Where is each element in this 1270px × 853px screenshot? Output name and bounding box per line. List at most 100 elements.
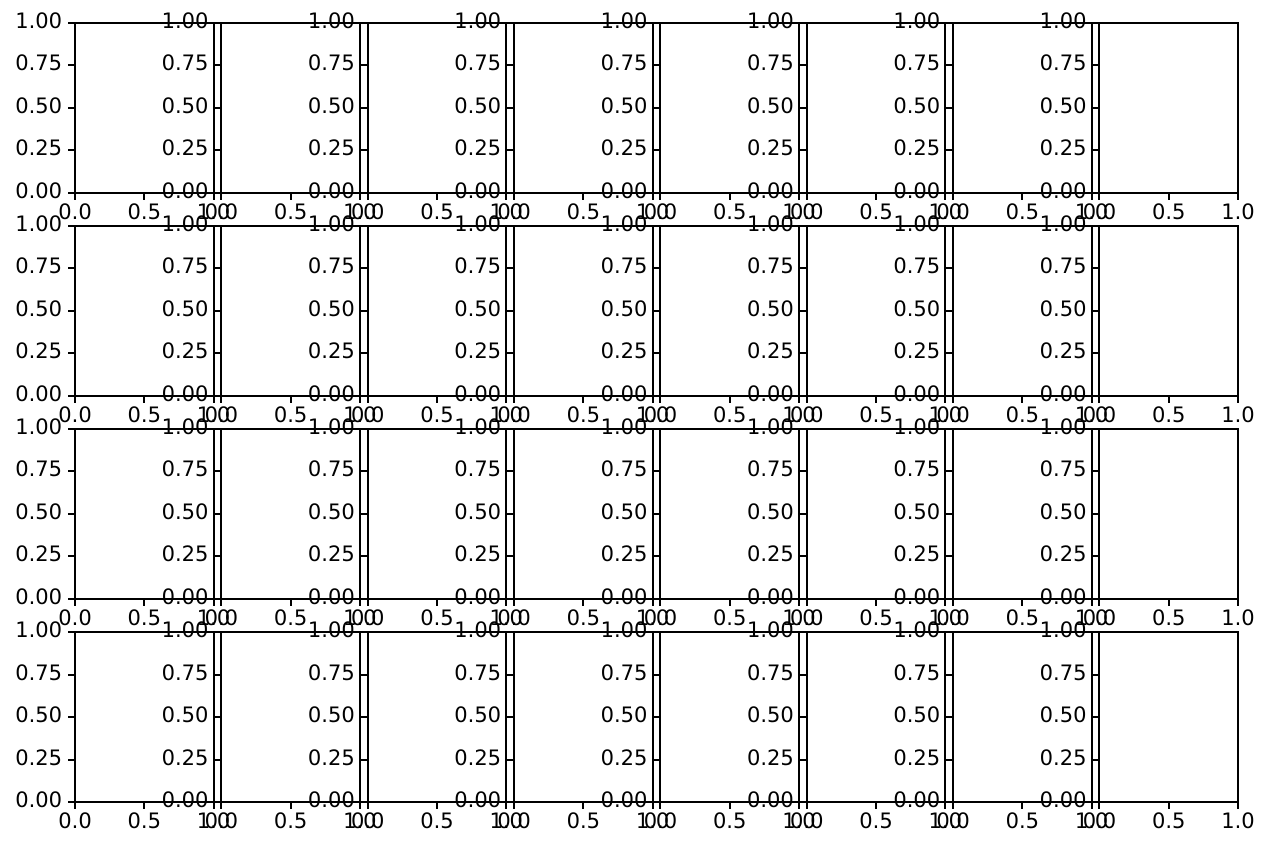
- y-tick-mark: [1092, 149, 1099, 151]
- y-tick-mark: [507, 673, 514, 676]
- y-tick-mark: [799, 64, 806, 66]
- x-tick-label: 1.0: [489, 199, 523, 224]
- y-tick-label: 0.50: [15, 296, 62, 321]
- y-tick-label: 0.75: [746, 254, 794, 279]
- y-tick-mark: [68, 427, 74, 430]
- x-tick-mark: [1236, 599, 1239, 606]
- axes-frame: [1098, 21, 1239, 194]
- axes-frame: [513, 224, 654, 397]
- x-tick-mark: [220, 396, 223, 403]
- x-tick-mark: [659, 803, 662, 810]
- y-tick-label: 1.00: [893, 8, 941, 33]
- y-tick-label: 0.75: [746, 457, 794, 482]
- y-tick-label: 0.75: [746, 51, 794, 75]
- x-tick-mark: [944, 803, 947, 810]
- x-tick-mark: [289, 396, 292, 403]
- y-tick-label: 0.25: [893, 745, 941, 770]
- x-tick-mark: [952, 803, 955, 810]
- x-tick-mark: [212, 803, 215, 810]
- y-tick-label: 0.00: [600, 584, 648, 609]
- x-tick-mark: [1236, 803, 1239, 810]
- y-tick-label: 0.25: [746, 745, 794, 770]
- x-tick-mark: [805, 803, 808, 810]
- y-tick-label: 0.00: [161, 584, 209, 609]
- subplot-r0c0: 0.00 0.25 0.50 0.75 1.00 0.0 0.5 1.0: [15, 9, 230, 224]
- y-tick-mark: [68, 224, 74, 227]
- y-tick-mark: [68, 512, 74, 515]
- y-tick-label: 0.00: [1039, 178, 1087, 203]
- y-tick-mark: [946, 394, 953, 397]
- y-tick-mark: [507, 352, 514, 355]
- y-tick-label: 1.00: [161, 414, 209, 439]
- y-tick-mark: [799, 224, 806, 227]
- axes-frame: [952, 631, 1093, 804]
- x-tick-label: 0.0: [643, 199, 678, 224]
- x-tick-mark: [220, 803, 223, 810]
- x-tick-mark: [651, 193, 654, 200]
- y-tick-mark: [507, 597, 514, 600]
- subplot-r2c1: 0.00 0.25 0.50 0.75 1.00 0.0 0.5 1.0: [162, 415, 377, 630]
- y-tick-mark: [799, 352, 806, 355]
- subplot-r1c5: 0.00 0.25 0.50 0.75 1.00 0.0 0.5 1.0: [747, 212, 962, 427]
- x-tick-mark: [366, 803, 369, 810]
- y-tick-label: 0.25: [1039, 542, 1087, 567]
- y-tick-mark: [799, 512, 806, 515]
- y-tick-mark: [214, 716, 221, 719]
- y-tick-label: 1.00: [600, 211, 648, 236]
- x-tick-label: 1.0: [1221, 402, 1255, 427]
- y-tick-mark: [653, 224, 660, 227]
- y-tick-mark: [1092, 352, 1099, 355]
- x-tick-mark: [505, 599, 508, 606]
- y-tick-label: 1.00: [1039, 8, 1087, 33]
- y-tick-label: 0.25: [893, 542, 941, 567]
- y-tick-label: 0.75: [307, 660, 355, 685]
- y-tick-mark: [214, 427, 221, 430]
- y-tick-mark: [360, 716, 367, 719]
- x-tick-label: 0.5: [420, 402, 454, 427]
- x-tick-label: 0.5: [420, 809, 454, 834]
- y-tick-label: 0.75: [15, 254, 62, 279]
- x-tick-mark: [513, 396, 516, 403]
- x-tick-label: 0.0: [1082, 402, 1117, 427]
- y-tick-label: 0.50: [15, 93, 62, 118]
- subplot-r3c6: 0.00 0.25 0.50 0.75 1.00 0.0 0.5 1.0: [893, 618, 1108, 833]
- y-tick-label: 1.00: [893, 211, 941, 236]
- subplot-r3c3: 0.00 0.25 0.50 0.75 1.00 0.0 0.5 1.0: [454, 618, 669, 833]
- y-tick-mark: [653, 352, 660, 355]
- y-tick-mark: [68, 352, 74, 355]
- y-tick-mark: [360, 21, 367, 24]
- x-tick-label: 0.0: [204, 809, 239, 834]
- y-tick-label: 1.00: [600, 414, 648, 439]
- y-tick-label: 0.00: [600, 178, 648, 203]
- axes-frame: [513, 631, 654, 804]
- y-tick-mark: [1092, 716, 1099, 719]
- x-tick-label: 0.0: [497, 199, 531, 224]
- y-tick-label: 0.75: [600, 660, 648, 685]
- x-tick-label: 0.0: [58, 199, 92, 224]
- x-tick-label: 0.0: [936, 605, 970, 630]
- y-tick-label: 0.00: [15, 788, 62, 813]
- x-tick-mark: [582, 803, 585, 810]
- x-tick-mark: [582, 599, 585, 606]
- x-tick-label: 0.0: [936, 199, 970, 224]
- y-tick-label: 0.75: [454, 51, 502, 75]
- y-tick-label: 0.75: [600, 51, 648, 75]
- y-tick-label: 0.75: [893, 457, 941, 482]
- y-tick-label: 1.00: [15, 8, 62, 33]
- y-tick-label: 0.25: [893, 339, 941, 364]
- x-tick-label: 1.0: [343, 402, 377, 427]
- x-tick-label: 1.0: [1074, 809, 1109, 834]
- y-tick-mark: [214, 597, 221, 600]
- y-tick-mark: [1092, 309, 1099, 312]
- y-tick-mark: [653, 106, 660, 109]
- x-tick-label: 0.0: [58, 402, 92, 427]
- x-tick-mark: [513, 193, 516, 200]
- y-tick-mark: [214, 512, 221, 515]
- y-tick-label: 0.50: [454, 93, 502, 118]
- y-tick-mark: [68, 21, 74, 24]
- y-tick-mark: [507, 716, 514, 719]
- x-tick-mark: [797, 599, 800, 606]
- subplot-r0c4: 0.00 0.25 0.50 0.75 1.00 0.0 0.5 1.0: [601, 9, 816, 224]
- subplot-r2c5: 0.00 0.25 0.50 0.75 1.00 0.0 0.5 1.0: [747, 415, 962, 630]
